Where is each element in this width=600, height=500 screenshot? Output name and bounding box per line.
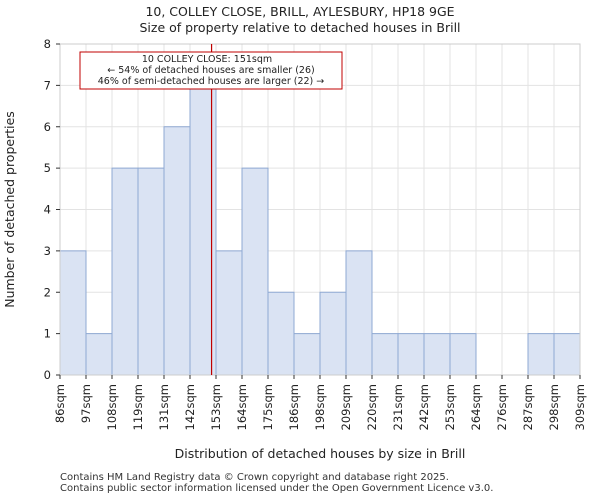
x-tick-label: 309sqm <box>573 384 587 430</box>
annotation-line: 46% of semi-detached houses are larger (… <box>98 76 325 87</box>
bar <box>553 333 581 376</box>
bar <box>397 333 425 376</box>
bar <box>59 250 87 376</box>
x-tick-label: 287sqm <box>521 384 535 430</box>
x-tick-labels: 86sqm 97sqm 108sqm 119sqm 131sqm 142sqm 153sqm… <box>53 375 587 430</box>
bar <box>527 333 555 376</box>
y-tick-label: 7 <box>44 78 51 92</box>
x-tick-label: 242sqm <box>417 384 431 430</box>
x-tick-label: 164sqm <box>235 384 249 430</box>
x-tick-label: 264sqm <box>469 384 483 430</box>
bar <box>241 167 269 376</box>
y-tick-label: 2 <box>44 285 51 299</box>
bar <box>371 333 399 376</box>
x-tick-label: 153sqm <box>209 384 223 430</box>
bar <box>319 291 347 376</box>
x-tick-label: 276sqm <box>495 384 509 430</box>
chart-subtitle: Size of property relative to detached ho… <box>139 20 461 35</box>
y-tick-label: 8 <box>44 37 51 51</box>
bar <box>137 167 165 376</box>
x-tick-label: 298sqm <box>547 384 561 430</box>
y-tick-label: 4 <box>44 203 51 217</box>
bar <box>449 333 477 376</box>
annotation-group: 10 COLLEY CLOSE: 151sqm← 54% of detached… <box>79 51 343 90</box>
bar <box>423 333 451 376</box>
y-axis-label: Number of detached properties <box>2 111 17 308</box>
annotation-box <box>79 51 343 90</box>
x-tick-label: 86sqm <box>53 384 67 423</box>
x-tick-label: 97sqm <box>79 384 93 423</box>
x-tick-label: 253sqm <box>443 384 457 430</box>
x-tick-label: 108sqm <box>105 384 119 430</box>
x-tick-label: 142sqm <box>183 384 197 430</box>
x-tick-label: 209sqm <box>339 384 353 430</box>
x-tick-label: 131sqm <box>157 384 171 430</box>
bar <box>293 333 321 376</box>
y-tick-label: 1 <box>44 327 51 341</box>
x-tick-label: 198sqm <box>313 384 327 430</box>
x-tick-label: 119sqm <box>131 384 145 430</box>
bar <box>111 167 139 376</box>
x-tick-label: 220sqm <box>365 384 379 430</box>
x-tick-label: 231sqm <box>391 384 405 430</box>
y-tick-label: 0 <box>44 368 51 382</box>
annotation-line: ← 54% of detached houses are smaller (26… <box>107 65 314 76</box>
bar <box>345 250 373 376</box>
x-tick-label: 175sqm <box>261 384 275 430</box>
footer-line-1: Contains HM Land Registry data © Crown c… <box>60 472 449 483</box>
bars <box>59 84 581 376</box>
y-tick-label: 3 <box>44 244 51 258</box>
x-axis-label: Distribution of detached houses by size … <box>175 446 466 461</box>
bar <box>267 291 295 376</box>
y-tick-labels: 0 1 2 3 4 5 6 7 8 <box>44 37 60 382</box>
x-tick-label: 186sqm <box>287 384 301 430</box>
chart-title: 10, COLLEY CLOSE, BRILL, AYLESBURY, HP18… <box>145 4 455 19</box>
annotation-line: 10 COLLEY CLOSE: 151sqm <box>142 54 272 65</box>
bar <box>215 250 243 376</box>
y-tick-label: 6 <box>44 120 51 134</box>
footer-line-2: Contains public sector information licen… <box>60 483 494 494</box>
y-tick-label: 5 <box>44 161 51 175</box>
bar <box>163 126 191 376</box>
bar <box>85 333 113 376</box>
